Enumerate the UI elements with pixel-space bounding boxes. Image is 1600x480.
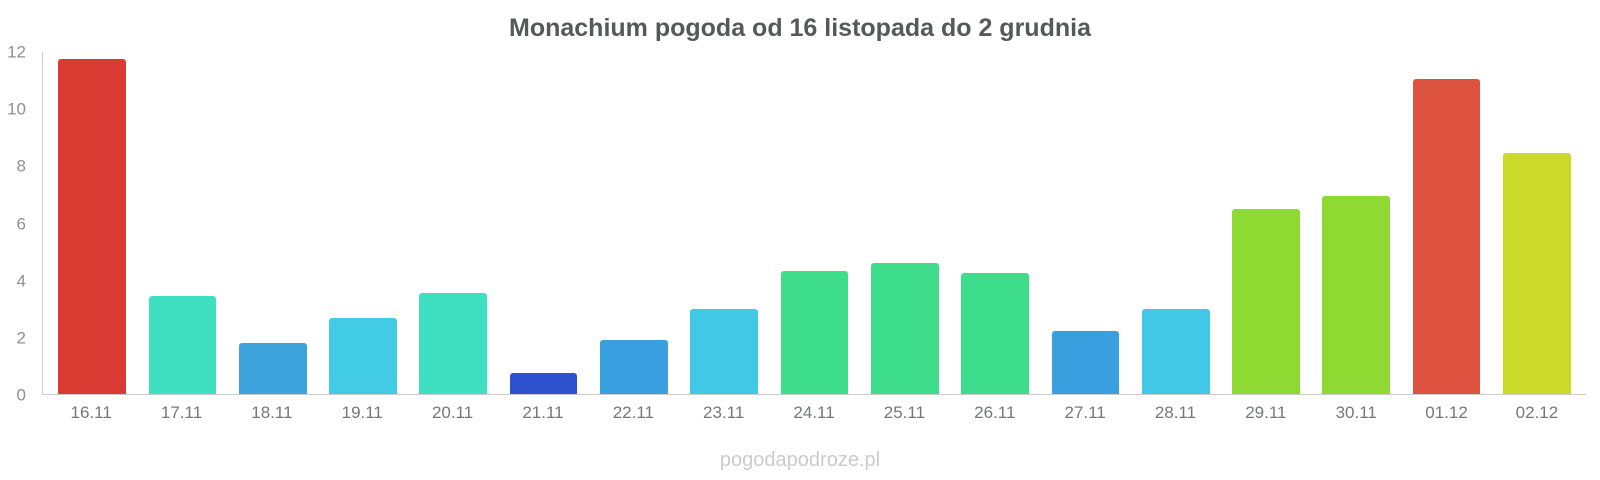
x-axis-label: 20.11 bbox=[431, 403, 474, 422]
bar-16.11[interactable] bbox=[58, 59, 126, 394]
x-axis-label: 24.11 bbox=[793, 403, 835, 422]
y-axis-tick-label: 8 bbox=[16, 156, 26, 176]
bar-slot bbox=[1221, 52, 1311, 394]
bar-30.11[interactable] bbox=[1322, 195, 1391, 394]
chart-title: Monachium pogoda od 16 listopada do 2 gr… bbox=[509, 14, 1091, 42]
x-axis-label: 01.12 bbox=[1425, 403, 1468, 422]
y-axis-tick-label: 6 bbox=[16, 214, 26, 233]
bars-area bbox=[43, 52, 1586, 394]
bar-19.11[interactable] bbox=[329, 318, 397, 394]
x-axis-label: 28.11 bbox=[1154, 403, 1197, 422]
y-axis: 0 2 4 6 8 10 12 bbox=[0, 44, 34, 404]
y-axis-tick-label: 0 bbox=[16, 385, 26, 405]
plot-area bbox=[42, 52, 1586, 395]
y-axis-tick-label: 12 bbox=[7, 42, 26, 62]
x-axis-label: 26.11 bbox=[974, 403, 1016, 422]
bar-28.11[interactable] bbox=[1141, 308, 1210, 394]
bar-slot bbox=[318, 52, 408, 394]
bar-slot bbox=[1401, 52, 1491, 394]
bar-26.11[interactable] bbox=[961, 272, 1029, 394]
bar-20.11[interactable] bbox=[419, 292, 488, 394]
bar-slot bbox=[47, 52, 137, 394]
bar-01.12[interactable] bbox=[1412, 79, 1481, 394]
bar-slot bbox=[589, 52, 679, 394]
bar-24.11[interactable] bbox=[780, 271, 849, 394]
bar-slot bbox=[769, 52, 859, 394]
x-axis-label: 02.12 bbox=[1515, 403, 1559, 422]
y-axis-tick-label: 4 bbox=[16, 271, 26, 291]
bar-23.11[interactable] bbox=[690, 308, 759, 394]
bar-slot bbox=[1492, 52, 1582, 394]
bar-slot bbox=[1311, 52, 1401, 394]
x-axis-label: 23.11 bbox=[703, 403, 745, 422]
x-axis-label: 22.11 bbox=[612, 403, 654, 422]
y-axis-tick-label: 10 bbox=[7, 99, 26, 119]
bar-slot bbox=[137, 52, 227, 394]
watermark: pogodapodroze.pl bbox=[719, 449, 881, 471]
x-axis-label: 16.11 bbox=[70, 403, 112, 422]
bar-22.11[interactable] bbox=[600, 339, 668, 394]
bar-slot bbox=[408, 52, 498, 394]
bar-slot bbox=[679, 52, 769, 394]
x-axis-label: 18.11 bbox=[251, 403, 293, 422]
x-axis-label: 17.11 bbox=[160, 403, 203, 422]
bar-21.11[interactable] bbox=[509, 372, 578, 394]
bar-slot bbox=[1040, 52, 1130, 394]
bar-slot bbox=[950, 52, 1040, 394]
x-axis-label: 21.11 bbox=[522, 403, 564, 422]
bar-17.11[interactable] bbox=[148, 295, 217, 394]
bar-slot bbox=[228, 52, 318, 394]
x-axis-label: 30.11 bbox=[1335, 403, 1377, 422]
x-axis-label: 19.11 bbox=[341, 403, 383, 422]
x-axis-label: 25.11 bbox=[883, 403, 926, 422]
bar-02.12[interactable] bbox=[1503, 153, 1571, 394]
x-axis-label: 27.11 bbox=[1064, 403, 1106, 422]
bar-29.11[interactable] bbox=[1232, 208, 1300, 394]
x-axis-label: 29.11 bbox=[1245, 403, 1287, 422]
x-axis: 16.11 17.11 18.11 19.11 20.11 21.11 22.11 23.11… bbox=[42, 400, 1586, 426]
bar-slot bbox=[498, 52, 588, 394]
bar-27.11[interactable] bbox=[1051, 331, 1120, 394]
y-axis-tick-label: 2 bbox=[16, 328, 26, 348]
bar-18.11[interactable] bbox=[238, 342, 307, 394]
bar-slot bbox=[1131, 52, 1221, 394]
bar-25.11[interactable] bbox=[870, 262, 939, 394]
bar-slot bbox=[860, 52, 950, 394]
